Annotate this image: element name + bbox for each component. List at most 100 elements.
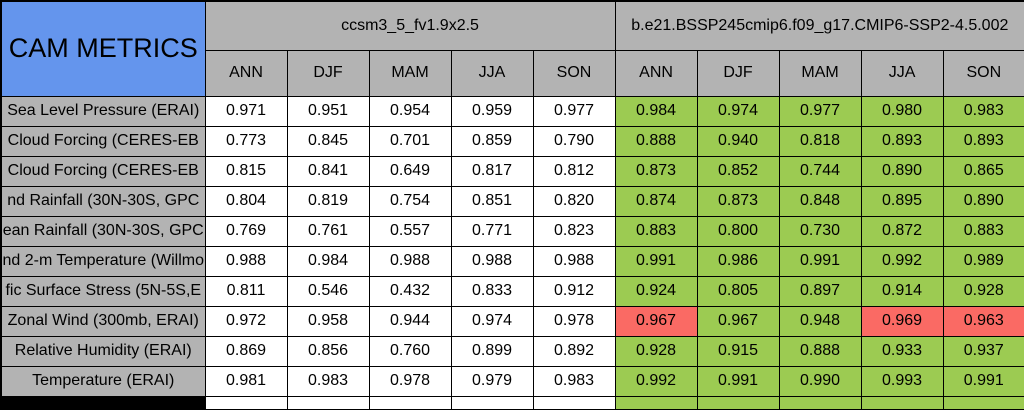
season-header-djf-g2: DJF — [696, 49, 780, 97]
metric-cell: 0.928 — [614, 335, 698, 367]
metric-cell: 0.888 — [778, 335, 862, 367]
metric-cell: 0.978 — [368, 365, 452, 397]
metric-cell: 0.971 — [204, 95, 288, 127]
metric-cell: 0.820 — [532, 185, 616, 217]
row-label: Temperature (ERAI) — [0, 365, 206, 397]
season-header-mam-g1: MAM — [368, 49, 452, 97]
clipped-cell — [942, 395, 1024, 410]
row-label: Relative Humidity (ERAI) — [0, 335, 206, 367]
metric-cell: 0.769 — [204, 215, 288, 247]
table-row: Temperature (ERAI) 0.981 0.983 0.978 0.979 0.… — [0, 365, 1024, 397]
metric-cell: 0.818 — [778, 125, 862, 157]
metric-cell: 0.649 — [368, 155, 452, 187]
season-header-son-g1: SON — [532, 49, 616, 97]
table-row: Sea Level Pressure (ERAI) 0.971 0.951 0.954… — [0, 95, 1024, 127]
metric-cell: 0.851 — [450, 185, 534, 217]
metric-cell: 0.990 — [778, 365, 862, 397]
metric-cell: 0.760 — [368, 335, 452, 367]
metric-cell: 0.915 — [696, 335, 780, 367]
clipped-cell — [450, 395, 534, 410]
metric-cell: 0.815 — [204, 155, 288, 187]
metric-cell: 0.992 — [614, 365, 698, 397]
metric-cell: 0.790 — [532, 125, 616, 157]
metric-cell: 0.977 — [532, 95, 616, 127]
metric-cell: 0.892 — [532, 335, 616, 367]
metric-cell: 0.895 — [860, 185, 944, 217]
metric-cell: 0.979 — [450, 365, 534, 397]
row-label: ean Rainfall (30N-30S, GPC — [0, 215, 206, 247]
metric-cell: 0.993 — [860, 365, 944, 397]
metric-cell: 0.988 — [532, 245, 616, 277]
metric-cell: 0.991 — [942, 365, 1024, 397]
metric-cell: 0.984 — [286, 245, 370, 277]
metric-cell: 0.888 — [614, 125, 698, 157]
metric-cell: 0.890 — [942, 185, 1024, 217]
metric-cell: 0.912 — [532, 275, 616, 307]
metric-cell: 0.978 — [532, 305, 616, 337]
metric-cell: 0.944 — [368, 305, 452, 337]
metric-cell: 0.928 — [942, 275, 1024, 307]
metric-cell: 0.817 — [450, 155, 534, 187]
metric-cell: 0.848 — [778, 185, 862, 217]
clipped-cell — [368, 395, 452, 410]
metric-cell: 0.951 — [286, 95, 370, 127]
metric-cell: 0.890 — [860, 155, 944, 187]
clipped-next-row — [0, 395, 1024, 410]
metric-cell: 0.845 — [286, 125, 370, 157]
clipped-cell — [0, 395, 206, 410]
metric-cell: 0.754 — [368, 185, 452, 217]
row-label: Cloud Forcing (CERES-EB — [0, 155, 206, 187]
metric-cell: 0.972 — [204, 305, 288, 337]
metric-cell: 0.940 — [696, 125, 780, 157]
metric-cell: 0.873 — [614, 155, 698, 187]
metric-cell: 0.977 — [778, 95, 862, 127]
metric-cell: 0.974 — [696, 95, 780, 127]
metric-cell: 0.983 — [286, 365, 370, 397]
metric-cell: 0.701 — [368, 125, 452, 157]
metric-cell: 0.986 — [696, 245, 780, 277]
metric-cell: 0.761 — [286, 215, 370, 247]
clipped-cell — [614, 395, 698, 410]
metric-cell: 0.800 — [696, 215, 780, 247]
metric-cell: 0.967 — [696, 305, 780, 337]
metric-cell: 0.991 — [778, 245, 862, 277]
metric-cell: 0.983 — [532, 365, 616, 397]
metric-cell: 0.989 — [942, 245, 1024, 277]
table-row: nd 2-m Temperature (Willmo 0.988 0.984 0.98… — [0, 245, 1024, 277]
clipped-cell — [532, 395, 616, 410]
season-header-son-g2: SON — [942, 49, 1024, 97]
metric-cell: 0.869 — [204, 335, 288, 367]
metric-cell: 0.937 — [942, 335, 1024, 367]
row-label: fic Surface Stress (5N-5S,E — [0, 275, 206, 307]
metric-cell: 0.883 — [614, 215, 698, 247]
metric-cell: 0.992 — [860, 245, 944, 277]
metric-cell: 0.967 — [614, 305, 698, 337]
clipped-cell — [860, 395, 944, 410]
metric-cell: 0.811 — [204, 275, 288, 307]
metric-cell: 0.874 — [614, 185, 698, 217]
metric-cell: 0.893 — [942, 125, 1024, 157]
metric-cell: 0.805 — [696, 275, 780, 307]
metric-cell: 0.980 — [860, 95, 944, 127]
metric-cell: 0.883 — [942, 215, 1024, 247]
metric-cell: 0.546 — [286, 275, 370, 307]
metric-cell: 0.974 — [450, 305, 534, 337]
metric-cell: 0.897 — [778, 275, 862, 307]
metric-cell: 0.432 — [368, 275, 452, 307]
metric-cell: 0.991 — [614, 245, 698, 277]
metric-cell: 0.873 — [696, 185, 780, 217]
row-label: Cloud Forcing (CERES-EB — [0, 125, 206, 157]
row-label: Zonal Wind (300mb, ERAI) — [0, 305, 206, 337]
table-row: nd Rainfall (30N-30S, GPC 0.804 0.819 0.754… — [0, 185, 1024, 217]
season-header-jja-g2: JJA — [860, 49, 944, 97]
group-header-row: CAM METRICS ccsm3_5_fv1.9x2.5 b.e21.BSSP… — [0, 0, 1024, 97]
table-row: Cloud Forcing (CERES-EB 0.773 0.845 0.701 0.… — [0, 125, 1024, 157]
row-label: Sea Level Pressure (ERAI) — [0, 95, 206, 127]
metric-cell: 0.959 — [450, 95, 534, 127]
metric-cell: 0.804 — [204, 185, 288, 217]
metric-cell: 0.773 — [204, 125, 288, 157]
metric-cell: 0.730 — [778, 215, 862, 247]
metric-cell: 0.969 — [860, 305, 944, 337]
table-row: Relative Humidity (ERAI) 0.869 0.856 0.760 0… — [0, 335, 1024, 367]
